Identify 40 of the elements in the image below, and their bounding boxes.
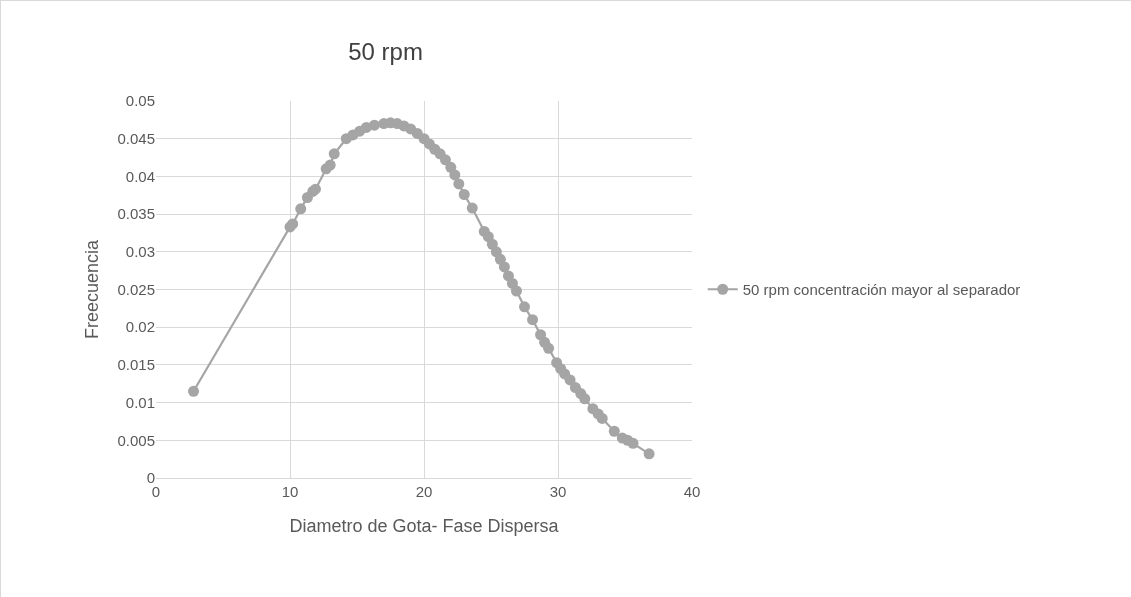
y-tick-label: 0.025 <box>117 280 155 298</box>
y-tick-label: 0.015 <box>117 356 155 374</box>
point <box>643 448 655 460</box>
y-tick-label: 0.02 <box>125 318 155 336</box>
y-tick-label: 0.04 <box>125 167 155 185</box>
y-tick-label: 0.05 <box>125 92 155 110</box>
point <box>295 203 307 215</box>
point <box>449 169 461 181</box>
point <box>627 437 639 449</box>
y-tick-label: 0 <box>146 469 155 487</box>
point <box>368 119 380 131</box>
point <box>458 189 470 200</box>
point <box>498 261 510 273</box>
x-axis-title: Diametro de Gota- Fase Dispersa <box>289 516 560 537</box>
y-tick-label: 0.03 <box>125 243 155 261</box>
point <box>579 393 591 405</box>
x-tick-label: 40 <box>683 483 701 500</box>
y-tick-label: 0.005 <box>117 431 155 449</box>
point <box>519 301 530 313</box>
x-tick-label: 30 <box>549 483 567 500</box>
point <box>596 412 608 424</box>
legend-label: 50 rpm concentración mayor al separador <box>742 281 1021 299</box>
y-tick-label: 0.01 <box>125 393 155 411</box>
y-tick-label: 0.045 <box>117 129 155 147</box>
point <box>543 342 555 354</box>
point <box>453 178 465 190</box>
x-tick-label: 20 <box>415 483 433 500</box>
y-tick-label: 0.035 <box>117 205 155 223</box>
point <box>188 385 200 397</box>
point <box>506 277 518 289</box>
x-tick-label: 10 <box>281 483 299 500</box>
point <box>324 159 336 171</box>
chart-title: 50 rpm <box>348 37 423 65</box>
point <box>608 425 620 437</box>
point <box>328 148 340 160</box>
point <box>466 202 478 214</box>
point <box>527 314 539 326</box>
point <box>439 154 451 166</box>
y-axis-title: Freecuencia <box>81 238 102 340</box>
point <box>510 285 522 297</box>
